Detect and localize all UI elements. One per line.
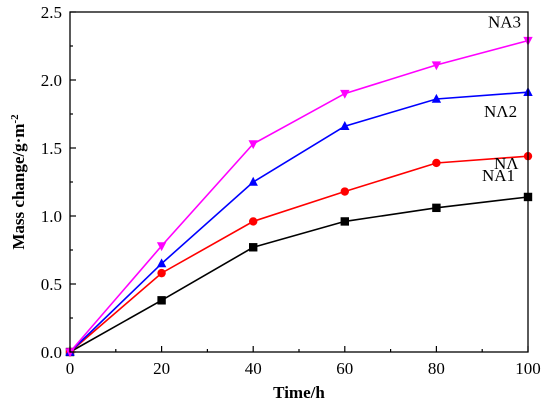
- data-point-na: [157, 296, 166, 305]
- x-axis-ticks: 0 20 40 60 80 100: [66, 346, 541, 378]
- data-point-na1: [340, 187, 349, 196]
- x-tick-label: 80: [428, 359, 445, 378]
- data-point-na1: [432, 158, 441, 168]
- data-point-na1: [249, 217, 258, 226]
- series-na1: [65, 151, 533, 357]
- series-line-na2: [69, 91, 529, 353]
- y-tick-label: 2.5: [41, 3, 62, 22]
- data-point-na3: [248, 140, 258, 150]
- series-layer: [65, 36, 533, 358]
- series-label-na1: NA1: [482, 166, 515, 185]
- series-label-na: NΛ: [494, 154, 519, 173]
- y-axis-title-superscript: -2: [9, 114, 21, 124]
- series-line-na1: [69, 155, 529, 353]
- data-point-na: [340, 217, 349, 226]
- y-tick-label: 1.0: [41, 207, 62, 226]
- series-label-na2: NΛ2: [484, 102, 517, 121]
- series-line-na: [69, 196, 529, 353]
- data-point-na: [249, 243, 258, 252]
- data-point-na3: [340, 89, 350, 99]
- plot-frame: [69, 11, 529, 353]
- x-tick-label: 20: [153, 359, 170, 378]
- x-tick-label: 60: [336, 359, 353, 378]
- data-point-na3: [65, 348, 75, 358]
- y-axis-title: Mass change/g·m-2: [9, 114, 28, 250]
- data-point-na1: [157, 268, 166, 278]
- y-tick-label: 2.0: [41, 71, 62, 90]
- y-tick-label: 0.0: [41, 343, 62, 362]
- series-label-na3: NA3: [488, 13, 521, 32]
- y-tick-label: 0.5: [41, 275, 62, 294]
- y-tick-label: 1.5: [41, 139, 62, 158]
- data-point-na3: [156, 242, 167, 252]
- x-axis-title: Time/h: [273, 383, 325, 402]
- data-point-na2: [156, 258, 167, 268]
- x-tick-label: 100: [515, 359, 541, 378]
- data-point-na: [432, 203, 441, 213]
- y-axis-title-text: Mass change/g·m: [9, 124, 28, 250]
- x-tick-label: 0: [66, 359, 75, 378]
- y-axis-ticks: 0.0 0.5 1.0 1.5 2.0 2.5: [41, 3, 76, 362]
- x-tick-label: 40: [245, 359, 262, 378]
- series-line-na3: [69, 39, 529, 353]
- data-point-na2: [431, 93, 442, 103]
- data-point-na3: [431, 61, 442, 71]
- data-point-na2: [248, 176, 258, 186]
- series-na3: [65, 36, 533, 358]
- data-point-na2: [340, 121, 350, 130]
- series-na: [65, 192, 533, 357]
